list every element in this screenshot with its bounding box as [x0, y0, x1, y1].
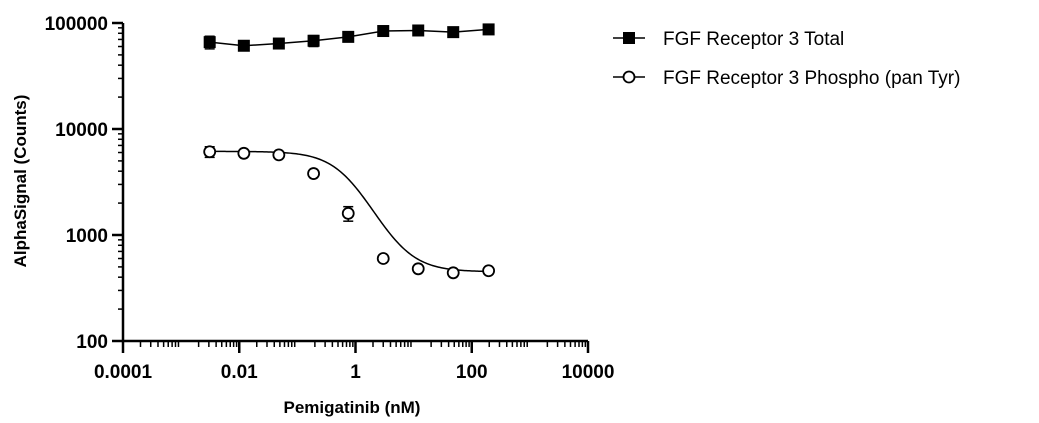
legend-label: FGF Receptor 3 Phospho (pan Tyr) [663, 68, 960, 89]
data-point [341, 206, 355, 220]
data-point [307, 34, 320, 47]
y-tick-label: 10000 [55, 120, 108, 141]
x-tick-label: 100 [456, 362, 488, 383]
data-point [237, 146, 251, 160]
y-tick-label: 100 [76, 332, 108, 353]
data-point [203, 36, 216, 49]
data-point [412, 24, 425, 37]
x-tick-label: 0.0001 [94, 362, 153, 383]
y-axis-title: AlphaSignal (Counts) [11, 95, 30, 268]
data-point [307, 167, 320, 180]
legend-item-1: FGF Receptor 3 Total [613, 29, 844, 50]
data-point [482, 23, 495, 36]
x-tick-label: 0.01 [221, 362, 258, 383]
data-point [342, 30, 355, 43]
x-tick-label: 10000 [562, 362, 615, 383]
data-point [446, 266, 460, 280]
data-point [482, 264, 496, 278]
data-point [377, 25, 390, 38]
series-layer [203, 23, 496, 280]
y-tick-label: 100000 [45, 14, 108, 35]
data-point [203, 145, 217, 159]
legend-item-2: FGF Receptor 3 Phospho (pan Tyr) [613, 68, 960, 89]
data-point [272, 148, 286, 162]
legend-label: FGF Receptor 3 Total [663, 29, 844, 50]
x-tick-label: 1 [350, 362, 361, 383]
series-line [209, 150, 489, 273]
series-2 [203, 145, 496, 280]
data-point [237, 39, 250, 52]
legend-marker [623, 32, 635, 44]
data-point [411, 262, 425, 276]
axes: 100 1000 10000 100000 0.0001 0.01 1 100 10000 [45, 14, 615, 383]
data-point [447, 26, 460, 39]
legend-marker [622, 70, 636, 84]
data-point [376, 252, 390, 265]
x-axis-title: Pemigatinib (nM) [284, 398, 421, 417]
legend: FGF Receptor 3 Total FGF Receptor 3 Phosp… [613, 29, 960, 89]
series-1 [203, 23, 495, 52]
data-point [272, 37, 285, 50]
y-tick-label: 1000 [66, 226, 108, 247]
